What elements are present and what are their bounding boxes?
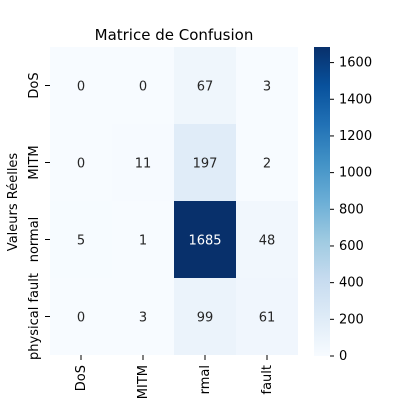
heatmap-cell: [236, 201, 298, 278]
colorbar-tick-label: 1600: [339, 56, 372, 71]
heatmap-cell: [112, 47, 174, 124]
heatmap-cell: [236, 278, 298, 355]
heatmap-cell-label: 0: [139, 80, 147, 95]
heatmap-cell-label: 3: [139, 311, 147, 326]
heatmap-cell-label: 61: [259, 311, 276, 326]
x-axis-ticks: DoS MITM rmal fault: [74, 355, 275, 399]
colorbar-tick-label: 1400: [339, 92, 372, 107]
heatmap-cell: [112, 124, 174, 201]
colorbar-tick-label: 400: [339, 276, 364, 291]
heatmap-cell-label: 0: [77, 311, 85, 326]
heatmap-cell-label: 0: [77, 80, 85, 95]
y-tick-label: physical fault: [27, 273, 42, 360]
heatmap-cell-label: 11: [135, 157, 152, 172]
heatmap-cell: [50, 278, 112, 355]
heatmap-cell-label: 197: [193, 157, 218, 172]
heatmap-cell-label: 3: [263, 80, 271, 95]
heatmap-cell-label: 5: [77, 234, 85, 249]
x-tick-label: fault: [260, 365, 275, 395]
heatmap-cell-labels: 0 0 67 3 0 11 197 2 5 1 1685 48 0 3 99 61: [77, 80, 275, 326]
heatmap-cells: [50, 47, 298, 355]
y-axis-label: Valeurs Réelles: [6, 153, 21, 252]
colorbar-tick-label: 600: [339, 239, 364, 254]
colorbar: [314, 47, 330, 356]
heatmap-cell: [174, 278, 236, 355]
heatmap-cell: [236, 47, 298, 124]
colorbar-tick-label: 800: [339, 202, 364, 217]
heatmap-cell-label: 0: [77, 157, 85, 172]
colorbar-ticks: 0 200 400 600 800 1000 1200 1400 1600: [330, 56, 372, 364]
heatmap-cell: [174, 201, 236, 278]
heatmap-cell: [174, 124, 236, 201]
x-tick-label: rmal: [198, 365, 213, 394]
heatmap-cell: [112, 201, 174, 278]
y-axis-ticks: DoS MITM normal physical fault: [27, 72, 50, 360]
heatmap-cell-label: 99: [197, 311, 214, 326]
heatmap-cell: [174, 47, 236, 124]
heatmap-cell-label: 2: [263, 157, 271, 172]
heatmap-cell-label: 1685: [188, 234, 221, 249]
x-tick-label: MITM: [136, 365, 151, 399]
chart-title: Matrice de Confusion: [95, 26, 254, 44]
colorbar-tick-label: 1200: [339, 129, 372, 144]
y-tick-label: DoS: [27, 72, 42, 98]
heatmap-cell-label: 67: [197, 80, 214, 95]
y-tick-label: normal: [27, 217, 42, 263]
heatmap-cell: [112, 278, 174, 355]
colorbar-tick-label: 0: [339, 349, 347, 364]
colorbar-tick-label: 1000: [339, 166, 372, 181]
heatmap-cell: [50, 201, 112, 278]
heatmap-cell: [50, 47, 112, 124]
heatmap-cell-label: 48: [259, 234, 276, 249]
heatmap-cell-label: 1: [139, 234, 147, 249]
x-tick-label: DoS: [74, 365, 89, 391]
colorbar-tick-label: 200: [339, 312, 364, 327]
heatmap-cell: [50, 124, 112, 201]
y-tick-label: MITM: [27, 145, 42, 179]
heatmap-cell: [236, 124, 298, 201]
